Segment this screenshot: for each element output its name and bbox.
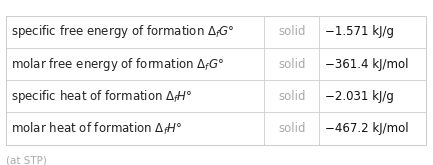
Text: −467.2 kJ/mol: −467.2 kJ/mol: [325, 122, 409, 135]
Text: solid: solid: [278, 122, 306, 135]
Text: (at STP): (at STP): [6, 155, 47, 165]
Text: solid: solid: [278, 25, 306, 38]
Text: specific free energy of formation $\Delta_f G°$: specific free energy of formation $\Delt…: [11, 23, 235, 40]
Text: solid: solid: [278, 58, 306, 70]
Text: −2.031 kJ/g: −2.031 kJ/g: [325, 90, 394, 103]
Text: specific heat of formation $\Delta_f H°$: specific heat of formation $\Delta_f H°$: [11, 88, 193, 105]
Text: solid: solid: [278, 90, 306, 103]
Bar: [6, 16, 427, 145]
Bar: [6, 16, 427, 145]
Text: −361.4 kJ/mol: −361.4 kJ/mol: [325, 58, 409, 70]
Text: molar free energy of formation $\Delta_f G°$: molar free energy of formation $\Delta_f…: [11, 55, 225, 72]
Text: −1.571 kJ/g: −1.571 kJ/g: [325, 25, 394, 38]
Text: molar heat of formation $\Delta_f H°$: molar heat of formation $\Delta_f H°$: [11, 121, 182, 137]
